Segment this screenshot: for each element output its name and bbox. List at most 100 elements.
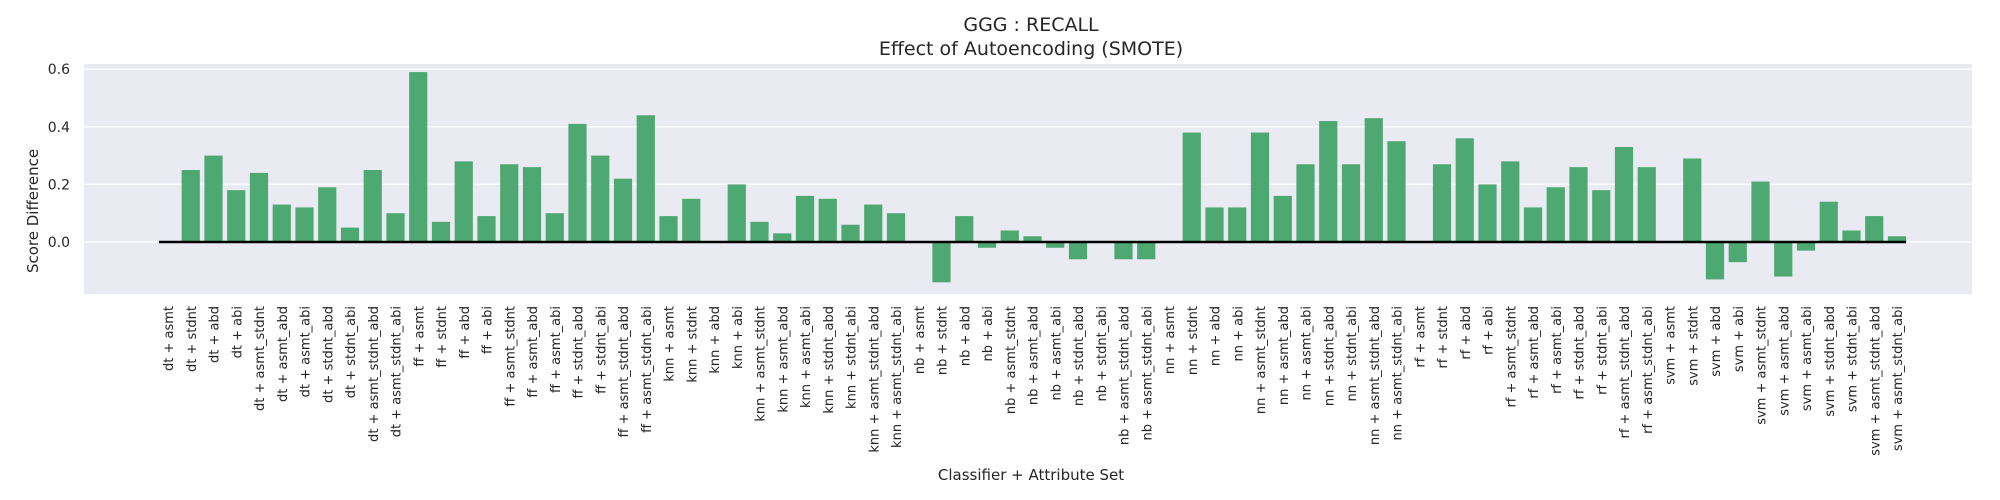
y-tick-label: 0.2 — [48, 177, 70, 193]
bar — [181, 170, 200, 242]
x-tick-label: dt + asmt — [162, 306, 177, 371]
x-tick-label: rf + asmt_stdnt_abi — [1641, 306, 1656, 434]
x-tick-label: nb + stdnt_abi — [1095, 306, 1110, 401]
y-tick-label: 0.0 — [48, 235, 70, 251]
x-tick-label: ff + asmt — [412, 306, 427, 367]
x-tick-label: rf + asmt — [1413, 306, 1428, 368]
bar — [1728, 242, 1747, 263]
bar — [1774, 242, 1793, 277]
bar — [1228, 207, 1247, 242]
x-tick-label: dt + asmt_stdnt_abd — [367, 306, 382, 442]
x-tick-label: nn + asmt_abd — [1277, 306, 1292, 405]
x-tick-label: knn + stdnt_abi — [845, 306, 860, 409]
x-tick-label: dt + asmt_stdnt_abi — [390, 306, 405, 437]
x-axis-label: Classifier + Attribute Set — [938, 466, 1124, 484]
x-tick-label: svm + asmt_abd — [1777, 306, 1792, 416]
x-tick-label: ff + asmt_stdnt_abi — [640, 306, 655, 433]
x-tick-label: ff + asmt_abi — [549, 306, 564, 393]
x-tick-label: svm + asmt_stdnt_abd — [1868, 306, 1883, 456]
x-tick-label: dt + asmt_abd — [276, 306, 291, 402]
bar — [568, 123, 587, 242]
bar — [750, 221, 769, 242]
x-tick-label: nn + stdnt — [1186, 306, 1201, 375]
bar — [1455, 138, 1474, 242]
bar — [1068, 242, 1088, 260]
x-tick-label: dt + asmt_stdnt — [253, 306, 268, 411]
x-tick-label: nn + stdnt_abd — [1322, 306, 1337, 406]
x-tick-label: knn + asmt_stdnt_abi — [890, 306, 905, 448]
bar — [1569, 167, 1588, 242]
bar — [864, 204, 883, 242]
x-tick-label: svm + abi — [1732, 306, 1747, 372]
bar — [1751, 181, 1770, 242]
bar — [295, 207, 314, 242]
bar — [1114, 242, 1133, 260]
x-tick-label: svm + stdnt_abd — [1823, 306, 1838, 417]
x-tick-label: dt + asmt_abi — [299, 306, 314, 397]
chart-title: GGG : RECALL — [963, 14, 1099, 36]
bar — [932, 242, 951, 283]
bar — [500, 164, 519, 242]
x-tick-label: nb + asmt_stdnt — [1004, 306, 1019, 414]
x-tick-label: nn + asmt_stdnt_abi — [1391, 306, 1406, 440]
bar — [1296, 164, 1315, 242]
x-tick-label: ff + stdnt_abd — [572, 306, 587, 399]
x-tick-label: ff + stdnt_abi — [594, 306, 609, 394]
x-tick-label: dt + stdnt — [185, 306, 200, 372]
bar — [977, 242, 997, 248]
x-tick-label: rf + asmt_stdnt — [1504, 306, 1519, 408]
x-tick-label: knn + asmt_stdnt — [754, 306, 769, 422]
bar — [545, 213, 564, 242]
x-tick-label: svm + asmt_stdnt — [1755, 306, 1770, 425]
x-tick-label: dt + abd — [208, 306, 223, 363]
bar — [1865, 216, 1884, 242]
bar — [1637, 167, 1656, 242]
bar — [1000, 230, 1019, 242]
x-tick-label: svm + stdnt — [1686, 306, 1701, 386]
bar — [1819, 201, 1838, 242]
x-tick-label: rf + stdnt_abd — [1573, 306, 1588, 400]
x-tick-label: nb + abi — [981, 306, 996, 361]
bar — [272, 204, 291, 242]
bar — [886, 213, 906, 242]
bar — [1592, 190, 1611, 242]
x-tick-label: knn + asmt_abd — [776, 306, 791, 413]
x-tick-label: nb + abd — [958, 306, 973, 366]
bar — [636, 115, 655, 242]
bar — [1319, 121, 1338, 242]
bar — [1796, 242, 1816, 251]
bar — [1205, 207, 1224, 242]
bar — [454, 161, 473, 242]
x-tick-label: ff + abd — [458, 306, 473, 359]
x-tick-label: knn + stdnt — [685, 306, 700, 383]
x-tick-label: nb + asmt_stdnt_abd — [1118, 306, 1133, 445]
bar — [773, 233, 792, 242]
bar — [1137, 242, 1156, 260]
bar — [613, 178, 633, 242]
x-tick-label: nn + asmt_abi — [1300, 306, 1315, 400]
bar — [318, 187, 337, 242]
bar — [1250, 132, 1270, 242]
bar — [682, 198, 701, 242]
bar — [1887, 236, 1907, 242]
bar — [1501, 161, 1520, 242]
x-axis: dt + asmt dt + stdnt dt + abd dt + abi dt + … — [162, 306, 1906, 456]
x-tick-label: knn + abd — [708, 306, 723, 374]
bar — [1546, 187, 1565, 242]
x-tick-label: ff + asmt_abd — [526, 306, 541, 398]
x-tick-label: ff + abi — [481, 306, 496, 354]
bar — [1432, 164, 1452, 242]
bar — [340, 227, 360, 242]
x-tick-label: nn + asmt_stdnt — [1254, 306, 1269, 414]
x-tick-label: rf + asmt_abd — [1527, 306, 1542, 399]
plot-area — [84, 64, 1972, 294]
bar — [363, 170, 382, 242]
bar — [1683, 158, 1702, 242]
bar — [659, 216, 678, 242]
bar — [795, 195, 815, 242]
x-tick-label: nb + asmt_stdnt_abi — [1140, 306, 1155, 440]
bar — [249, 172, 269, 242]
bars — [181, 72, 1907, 283]
x-tick-label: dt + abi — [230, 306, 245, 358]
